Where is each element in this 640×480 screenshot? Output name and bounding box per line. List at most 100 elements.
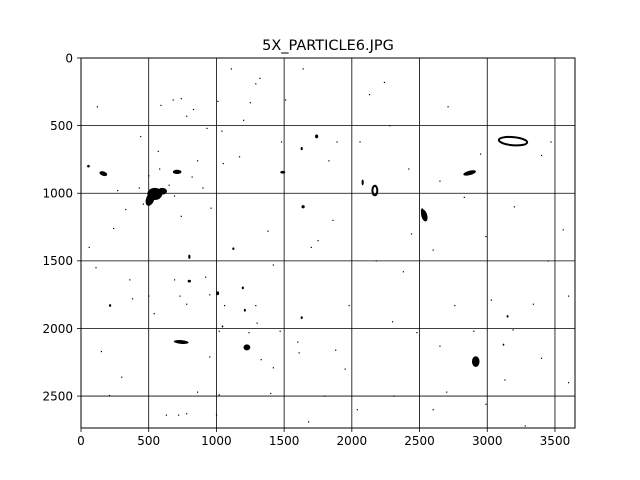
grid-layer — [80, 57, 575, 428]
speck — [348, 304, 350, 307]
speck — [218, 394, 220, 396]
speck — [172, 99, 174, 101]
y-tick-label: 1500 — [42, 254, 73, 268]
speck — [173, 279, 176, 281]
plot-area — [80, 57, 576, 429]
speck — [328, 160, 330, 162]
speck — [224, 304, 226, 307]
speck — [160, 104, 162, 107]
speck — [416, 332, 418, 334]
speck — [129, 279, 131, 281]
particle-outline — [371, 184, 379, 197]
speck — [284, 99, 287, 101]
particle — [232, 247, 235, 251]
x-axis: 0 500 1000 1500 2000 2500 3000 3500 — [77, 428, 570, 448]
speck — [280, 141, 283, 143]
particle — [243, 344, 251, 351]
speck — [540, 154, 543, 157]
speck — [138, 187, 140, 189]
speck — [255, 83, 257, 85]
speck — [179, 295, 181, 297]
y-tick-label: 2500 — [42, 389, 73, 403]
speck — [272, 264, 274, 266]
speck — [562, 229, 564, 231]
speck — [532, 303, 534, 305]
speck — [504, 379, 506, 381]
speck — [186, 303, 188, 305]
speck — [344, 368, 346, 370]
x-tick-label: 3500 — [540, 434, 571, 448]
speck — [230, 68, 233, 70]
speck — [180, 98, 182, 100]
speck — [473, 330, 475, 332]
x-tick-label: 500 — [137, 434, 160, 448]
particle — [187, 279, 191, 283]
speck — [463, 196, 465, 198]
speck — [159, 168, 161, 170]
y-axis: 0 500 1000 1500 2000 2500 — [42, 51, 81, 403]
speck — [550, 141, 552, 143]
speck — [432, 249, 434, 251]
speck — [165, 414, 168, 416]
speck — [173, 195, 176, 197]
y-tick-label: 2000 — [42, 322, 73, 336]
speck — [218, 330, 220, 332]
particle — [420, 208, 424, 214]
speck — [402, 271, 404, 273]
speck — [524, 425, 526, 427]
speck — [238, 156, 241, 158]
speck — [209, 356, 211, 358]
particles-layer — [87, 134, 529, 368]
speck — [153, 313, 155, 315]
speck — [259, 77, 261, 79]
speck — [272, 367, 274, 369]
speck — [256, 322, 258, 324]
particle — [506, 314, 509, 318]
y-tick-label: 1000 — [42, 187, 73, 201]
speck — [298, 352, 300, 354]
speck — [317, 240, 319, 242]
y-tick-label: 500 — [50, 119, 73, 133]
speck — [336, 141, 338, 143]
plot-frame — [80, 57, 576, 429]
speck — [95, 267, 97, 269]
speck — [117, 190, 119, 192]
particle — [99, 171, 108, 177]
speck — [335, 349, 337, 351]
speck — [255, 304, 257, 307]
particle — [463, 170, 476, 176]
speck — [121, 376, 123, 378]
speck — [512, 329, 514, 331]
speck — [297, 341, 299, 343]
speck — [410, 233, 413, 235]
speck — [432, 409, 434, 411]
speck — [490, 299, 493, 301]
particle-outline — [497, 135, 529, 147]
speck — [209, 294, 211, 296]
particle — [87, 164, 90, 168]
speck — [568, 295, 570, 297]
speck — [447, 106, 449, 108]
particle — [471, 356, 480, 368]
specks-layer — [88, 68, 570, 427]
speck — [142, 203, 144, 205]
speck — [270, 392, 272, 395]
speck — [125, 208, 127, 211]
speck — [191, 176, 193, 178]
speck — [100, 350, 103, 353]
speck — [222, 162, 224, 165]
x-tick-label: 0 — [77, 434, 85, 448]
particle — [241, 286, 244, 290]
particle — [172, 169, 182, 175]
image-background — [81, 58, 575, 428]
speck — [302, 68, 304, 70]
speck — [485, 403, 487, 405]
particle — [145, 192, 155, 206]
speck — [186, 413, 188, 415]
speck — [196, 391, 199, 393]
speck — [168, 184, 170, 186]
particle — [221, 325, 224, 328]
particle — [173, 339, 189, 344]
speck — [217, 100, 219, 102]
